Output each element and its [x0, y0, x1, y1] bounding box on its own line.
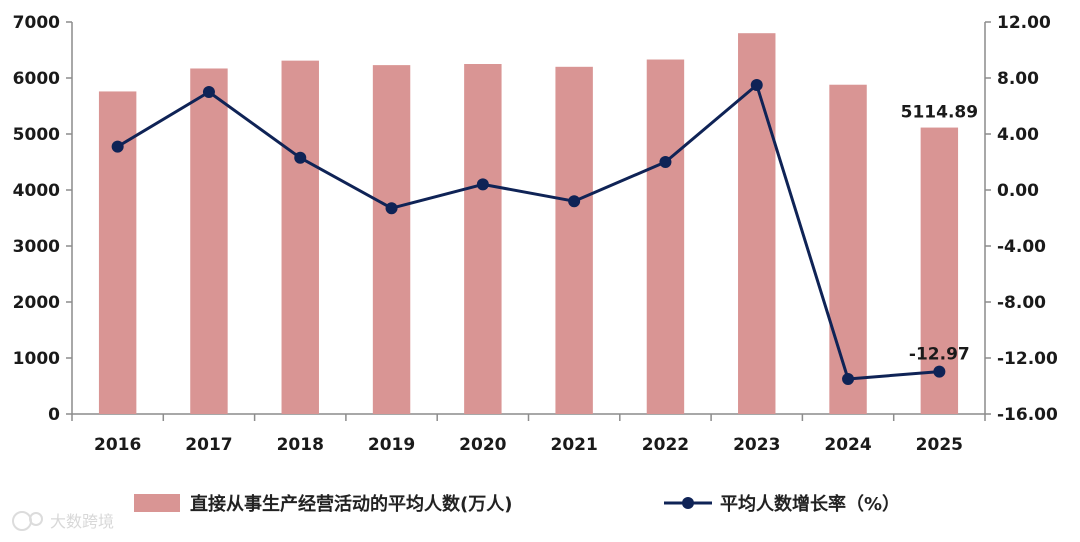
line-series	[111, 79, 946, 385]
y-left-tick-label: 3000	[13, 237, 60, 257]
watermark-text: 大数跨境	[50, 512, 114, 531]
growth-point-2024	[842, 373, 855, 385]
y-right-tick-label: 8.00	[997, 69, 1039, 89]
y-right-tick-label: -16.00	[997, 405, 1058, 425]
y-left-tick-label: 7000	[13, 13, 60, 33]
y-right-tick-label: 12.00	[997, 13, 1051, 33]
growth-point-2020	[476, 178, 489, 191]
legend-label-line: 平均人数增长率（%）	[720, 493, 900, 515]
growth-point-2016	[111, 140, 124, 153]
legend-label-bar: 直接从事生产经营活动的平均人数(万人)	[190, 493, 512, 515]
bar-series	[98, 33, 959, 415]
growth-point-2025	[933, 365, 946, 378]
y-right-tick-label: -4.00	[997, 237, 1046, 257]
x-tick-label: 2020	[459, 435, 506, 455]
x-tick-label: 2023	[733, 435, 780, 455]
y-left-tick-label: 4000	[13, 181, 60, 201]
growth-point-2017	[202, 86, 215, 98]
x-tick-label: 2016	[94, 435, 141, 455]
x-tick-label: 2019	[368, 435, 415, 455]
bar-2021	[555, 66, 593, 415]
data-label: -12.97	[909, 345, 970, 365]
x-tick-label: 2025	[916, 435, 963, 455]
y-right-tick-label: 0.00	[997, 181, 1039, 201]
y-left-tick-label: 1000	[13, 349, 60, 369]
y-left-tick-label: 5000	[13, 125, 60, 145]
growth-rate-line	[116, 83, 940, 381]
watermark: 大数跨境	[12, 511, 114, 531]
x-tick-label: 2022	[642, 435, 689, 455]
bar-2022	[646, 59, 685, 415]
growth-point-2021	[568, 195, 581, 208]
y-right-tick-label: 4.00	[997, 125, 1039, 145]
bar-2020	[464, 64, 502, 414]
y-right-tick-label: -12.00	[997, 349, 1058, 369]
bar-2019	[372, 65, 411, 415]
x-tick-label: 2018	[277, 435, 324, 455]
bar-2018	[281, 60, 319, 414]
data-label: 5114.89	[901, 103, 978, 123]
y-left-tick-label: 2000	[13, 293, 60, 313]
axes: 0 1000 2000 3000 4000 5000 6000 7000 -16.00 -12.0…	[13, 13, 1058, 455]
y-left-tick-label: 6000	[13, 69, 60, 89]
y-right-tick-label: -8.00	[997, 293, 1046, 313]
legend-swatch-bar	[134, 494, 180, 512]
watermark-logo-icon	[12, 511, 32, 531]
x-tick-label: 2024	[824, 435, 871, 455]
x-tick-label: 2021	[550, 435, 597, 455]
growth-point-2018	[294, 151, 307, 164]
growth-point-2023	[750, 79, 763, 91]
legend: 直接从事生产经营活动的平均人数(万人) 平均人数增长率（%）	[134, 493, 900, 515]
y-left-tick-label: 0	[48, 405, 60, 425]
bar-2017	[190, 68, 228, 414]
data-labels: 5114.89 -12.97	[901, 103, 978, 365]
x-tick-label: 2017	[185, 435, 232, 455]
bar-2024	[829, 84, 867, 414]
growth-point-2019	[385, 202, 398, 215]
growth-point-2022	[659, 156, 672, 168]
legend-swatch-marker	[682, 497, 694, 509]
